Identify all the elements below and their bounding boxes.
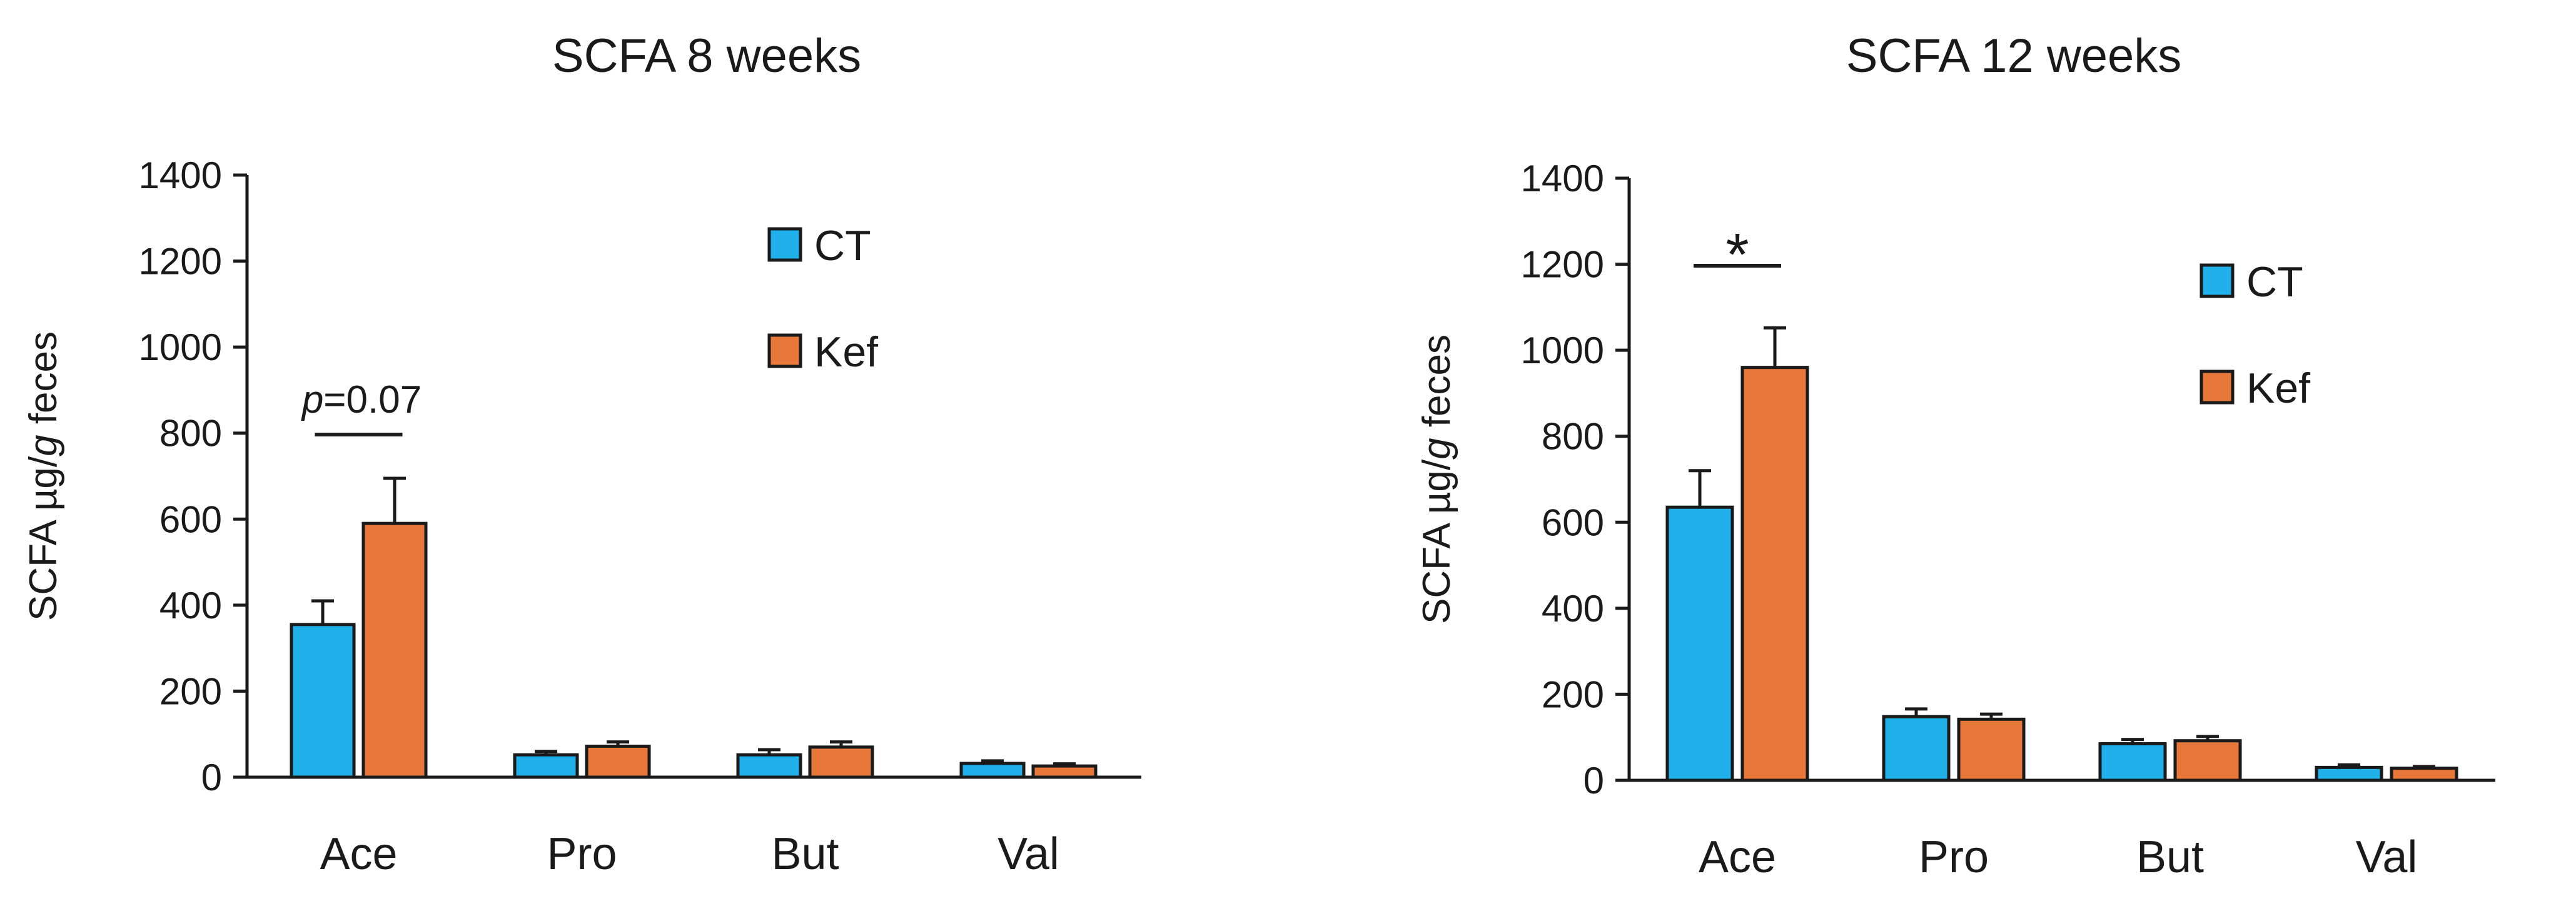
legend-swatch-kef [2200, 370, 2235, 405]
significance-annotation: p=0.07 [301, 378, 422, 421]
y-tick-label: 1000 [139, 326, 222, 368]
y-tick-label: 600 [1542, 501, 1604, 543]
y-tick-label: 200 [1542, 673, 1604, 715]
legend-label-kef: Kef [2246, 365, 2310, 412]
x-category-label: Ace [1699, 832, 1776, 882]
chart-title: SCFA 8 weeks [552, 29, 861, 83]
bar-kef-ace [361, 521, 428, 779]
y-tick-label: 1200 [139, 241, 222, 283]
bar-chart-12-weeks: SCFA 12 weeks 0 200 400 600 800 1000 1200 1400 SC… [1415, 29, 2495, 882]
y-tick-label: 0 [1583, 760, 1604, 802]
y-tick-label: 1200 [1521, 244, 1604, 286]
bar-chart-8-weeks: SCFA 8 weeks 0 200 400 600 800 1000 1200 1400 SCF… [22, 29, 1141, 879]
y-tick-label: 600 [159, 498, 222, 540]
y-tick-label: 200 [159, 670, 222, 712]
y-tick-label: 400 [159, 585, 222, 627]
bar-kef-val [2390, 767, 2458, 782]
bar-ct-val [2315, 765, 2383, 782]
x-category-label: Pro [1919, 832, 1989, 882]
legend-swatch-ct [767, 227, 802, 262]
legend-label-ct: CT [2246, 258, 2303, 306]
legend-swatch-kef [767, 333, 802, 368]
x-category-label: Val [2356, 832, 2418, 882]
x-category-label: But [771, 829, 839, 879]
y-tick-label: 0 [201, 757, 222, 798]
bar-kef-but [808, 745, 874, 779]
y-tick-label: 400 [1542, 588, 1604, 630]
legend-label-ct: CT [814, 222, 871, 269]
bar-ct-but [2098, 742, 2167, 782]
y-tick-label: 1400 [1521, 158, 1604, 199]
y-tick-label: 1400 [139, 154, 222, 196]
bar-ct-ace [290, 623, 356, 779]
x-category-label: Val [998, 829, 1059, 879]
significance-annotation: * [1725, 221, 1749, 288]
chart-title: SCFA 12 weeks [1846, 29, 2182, 83]
bar-ct-but [736, 753, 802, 779]
bar-kef-pro [585, 744, 651, 779]
legend-label-kef: Kef [814, 328, 878, 376]
legend-swatch-ct [2200, 263, 2235, 298]
y-axis-label: SCFA µg/g feces [22, 331, 65, 621]
bar-ct-pro [1882, 715, 1951, 782]
bar-kef-pro [1957, 717, 2026, 782]
chart-panel-8-weeks: SCFA 8 weeks 0 200 400 600 800 1000 1200 1400 SCF… [22, 29, 1141, 879]
bar-ct-ace [1665, 505, 1734, 782]
x-category-label: Pro [547, 829, 617, 879]
y-tick-label: 800 [159, 413, 222, 455]
y-tick-label: 1000 [1521, 330, 1604, 371]
chart-panel-12-weeks: SCFA 12 weeks 0 200 400 600 800 1000 1200 1400 SC… [1376, 0, 2576, 921]
x-category-label: Ace [320, 829, 397, 879]
bar-ct-pro [513, 753, 579, 779]
x-category-label: But [2136, 832, 2204, 882]
bar-kef-but [2173, 739, 2242, 782]
y-tick-label: 800 [1542, 416, 1604, 458]
bar-kef-ace [1740, 366, 1809, 782]
bar-ct-val [959, 762, 1026, 779]
bar-kef-val [1031, 764, 1098, 779]
y-axis-label: SCFA µg/g feces [1415, 335, 1458, 624]
